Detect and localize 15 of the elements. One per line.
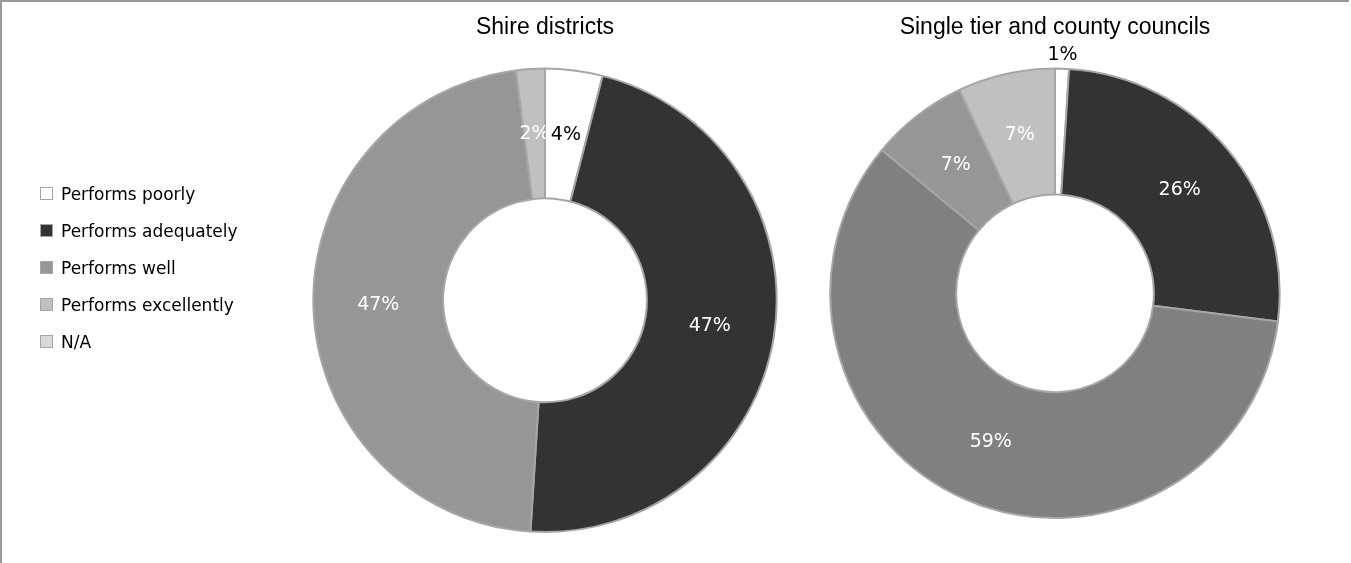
legend-label: Performs excellently	[60, 293, 235, 317]
data-label: 47%	[688, 313, 731, 336]
legend-label: Performs poorly	[60, 182, 197, 206]
data-label: 4%	[550, 121, 581, 144]
data-label: 47%	[357, 292, 400, 315]
data-label: 7%	[940, 152, 971, 175]
data-label: 1%	[1047, 41, 1078, 64]
legend-label: N/A	[60, 330, 93, 354]
data-label: 7%	[1004, 122, 1035, 145]
data-label: 26%	[1158, 177, 1201, 200]
data-label: 59%	[969, 428, 1012, 451]
legend-label: Performs well	[60, 256, 177, 280]
legend-label: Performs adequately	[60, 219, 238, 243]
chart-title: Single tier and county councils	[899, 13, 1211, 40]
chart-title: Shire districts	[475, 13, 615, 40]
